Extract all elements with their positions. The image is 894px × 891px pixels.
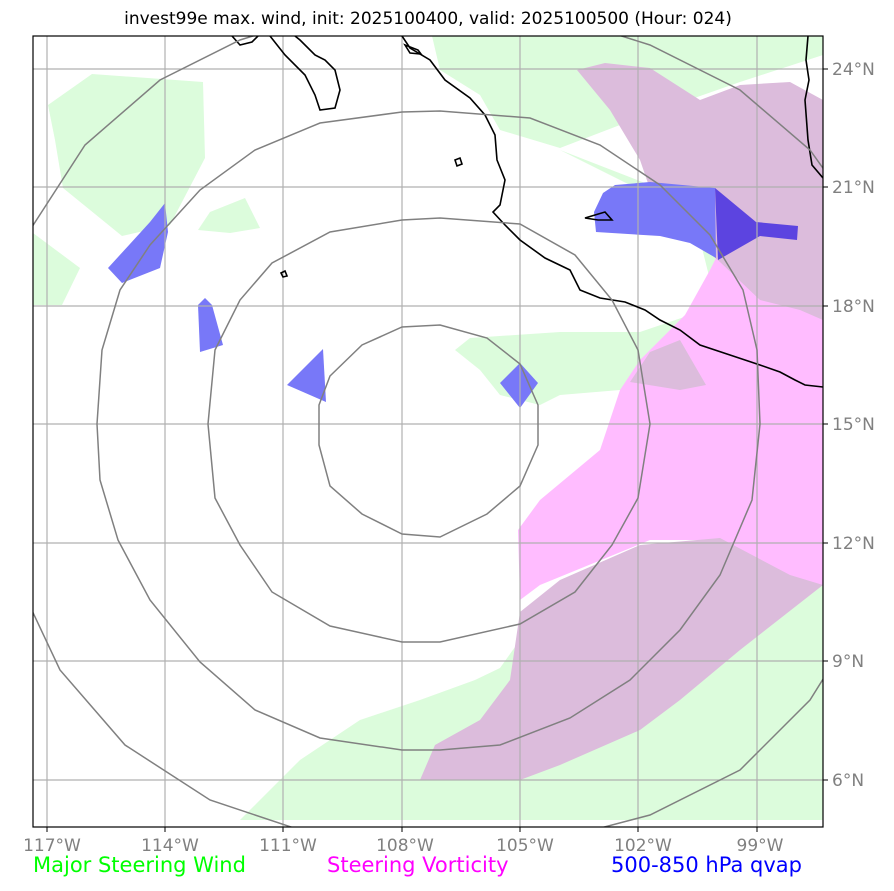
qvap-region (108, 203, 168, 283)
lat-tick-label: 21°N (832, 178, 875, 198)
qvap-region (500, 363, 538, 408)
lon-tick-label: 102°W (614, 836, 672, 856)
coastline-mainland-north (804, 36, 823, 179)
range-rings (33, 36, 823, 827)
qvap-region (198, 298, 223, 352)
tick-marks (46, 68, 828, 832)
legend-major-steering-wind: Major Steering Wind (33, 853, 246, 877)
map-title: invest99e max. wind, init: 2025100400, v… (124, 9, 732, 29)
lat-tick-label: 18°N (832, 297, 875, 317)
coastline (231, 36, 823, 388)
coastline-mainland (401, 36, 823, 388)
coastline-baja (231, 36, 341, 111)
lon-tick-label: 111°W (259, 836, 317, 856)
lon-tick-label: 117°W (23, 836, 81, 856)
coastline-islet (454, 156, 463, 168)
qvap-region (287, 349, 326, 402)
coastline-islet (584, 211, 614, 221)
lon-tick-label: 105°W (496, 836, 554, 856)
lon-tick-label: 99°W (737, 836, 784, 856)
coastline-islet (279, 269, 289, 278)
plot-border (32, 35, 824, 828)
range-ring-1 (318, 324, 539, 538)
qvap-region (594, 182, 716, 258)
lon-tick-labels: 117°W 114°W 111°W 108°W 105°W 102°W 99°W (23, 836, 784, 856)
steering-wind-region (198, 198, 260, 233)
lat-tick-labels: 24°N 21°N 18°N 15°N 12°N 9°N 6°N (832, 60, 875, 791)
lon-tick-label: 114°W (141, 836, 199, 856)
range-ring-3 (96, 110, 761, 751)
lat-tick-label: 9°N (832, 652, 864, 672)
overlap-region (420, 538, 823, 780)
lat-tick-label: 15°N (832, 415, 875, 435)
qvap-regions (108, 182, 798, 408)
lat-tick-label: 6°N (832, 771, 864, 791)
overlap-region (630, 340, 706, 390)
coastline-islet (403, 43, 423, 55)
range-ring-2 (207, 217, 651, 643)
lat-tick-label: 24°N (832, 60, 875, 80)
gridlines (33, 36, 823, 827)
legend-qvap: 500-850 hPa qvap (611, 853, 802, 877)
range-ring-4 (33, 36, 823, 827)
legend-steering-vorticity: Steering Vorticity (327, 853, 509, 877)
lon-tick-label: 108°W (376, 836, 434, 856)
steering-wind-region (48, 74, 205, 236)
lat-tick-label: 12°N (832, 534, 875, 554)
steering-wind-region (33, 233, 80, 305)
